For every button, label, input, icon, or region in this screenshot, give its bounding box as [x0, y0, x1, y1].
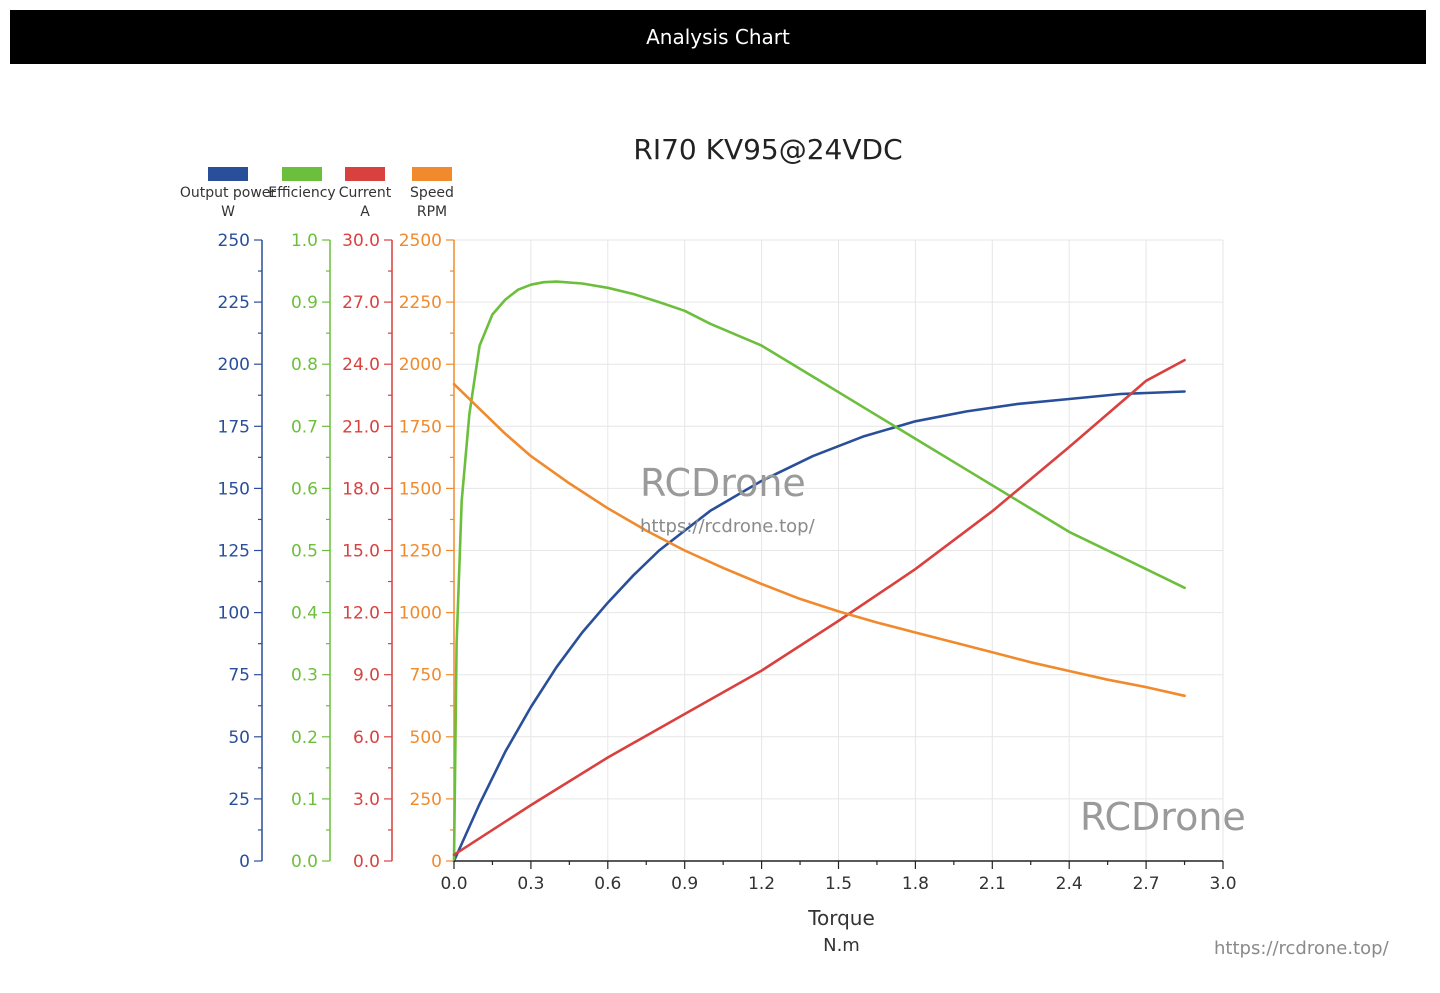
- speed-tick-label: 1250: [399, 542, 442, 562]
- efficiency-tick-label: 0.9: [291, 293, 318, 313]
- current-tick-label: 15.0: [342, 542, 380, 562]
- efficiency-legend-label: Efficiency: [268, 185, 335, 201]
- speed-tick-label: 750: [410, 666, 442, 686]
- speed-tick-label: 0: [431, 852, 442, 872]
- speed-tick-label: 1500: [399, 479, 442, 499]
- x-tick-label: 1.2: [748, 874, 775, 894]
- speed-legend-unit: RPM: [417, 204, 447, 220]
- power-legend-label: Output power: [180, 185, 277, 201]
- efficiency-tick-label: 0.7: [291, 417, 318, 437]
- power-series-line: [452, 390, 1186, 863]
- efficiency-series-line: [452, 280, 1186, 863]
- x-tick-label: 0.3: [517, 874, 544, 894]
- current-tick-label: 0.0: [353, 852, 380, 872]
- power-tick-label: 175: [218, 417, 250, 437]
- current-tick-label: 12.0: [342, 604, 380, 624]
- power-tick-label: 125: [218, 542, 250, 562]
- series-group: [452, 280, 1186, 863]
- axes: 0 25 50 75 100 125 150 175 200 225 250 0.0 0.1 0.2 0.3…: [218, 231, 455, 872]
- current-tick-label: 9.0: [353, 666, 380, 686]
- current-tick-label: 21.0: [342, 417, 380, 437]
- current-tick-label: 6.0: [353, 728, 380, 748]
- speed-tick-label: 2000: [399, 355, 442, 375]
- speed-legend-swatch: [412, 167, 452, 181]
- current-series-line: [452, 358, 1186, 857]
- efficiency-tick-label: 0.1: [291, 790, 318, 810]
- x-tick-label: 1.5: [825, 874, 852, 894]
- efficiency-tick-label: 0.4: [291, 604, 318, 624]
- speed-legend-label: Speed: [410, 185, 454, 201]
- speed-tick-label: 1000: [399, 604, 442, 624]
- x-axis-label: Torque: [807, 906, 875, 930]
- efficiency-tick-label: 1.0: [291, 231, 318, 251]
- legend: Output power W Efficiency Current A Speed RPM: [180, 167, 454, 220]
- power-tick-label: 200: [218, 355, 250, 375]
- power-tick-label: 25: [228, 790, 250, 810]
- header-title: Analysis Chart: [646, 25, 790, 49]
- power-tick-label: 50: [228, 728, 250, 748]
- efficiency-tick-label: 0.8: [291, 355, 318, 375]
- speed-series-line: [452, 382, 1186, 698]
- speed-tick-label: 500: [410, 728, 442, 748]
- x-axis-unit: N.m: [823, 935, 860, 956]
- corner-watermark-url: https://rcdrone.top/: [1214, 938, 1390, 959]
- power-tick-label: 75: [228, 666, 250, 686]
- current-tick-label: 24.0: [342, 355, 380, 375]
- x-tick-label: 0.6: [594, 874, 621, 894]
- efficiency-tick-label: 0.0: [291, 852, 318, 872]
- speed-tick-label: 1750: [399, 417, 442, 437]
- efficiency-tick-label: 0.5: [291, 542, 318, 562]
- corner-watermark-logo: RCDrone: [1080, 795, 1246, 839]
- power-legend-unit: W: [221, 204, 235, 220]
- efficiency-tick-label: 0.2: [291, 728, 318, 748]
- current-tick-label: 27.0: [342, 293, 380, 313]
- efficiency-legend-swatch: [282, 167, 322, 181]
- x-tick-label: 3.0: [1209, 874, 1236, 894]
- x-tick-label: 1.8: [902, 874, 929, 894]
- current-tick-label: 18.0: [342, 479, 380, 499]
- speed-tick-label: 250: [410, 790, 442, 810]
- x-tick-label: 2.7: [1133, 874, 1160, 894]
- speed-tick-label: 2250: [399, 293, 442, 313]
- current-legend-unit: A: [360, 204, 370, 220]
- watermark-logo: RCDrone: [640, 461, 806, 505]
- power-tick-label: 0: [239, 852, 250, 872]
- current-tick-label: 30.0: [342, 231, 380, 251]
- current-legend-label: Current: [339, 185, 392, 201]
- efficiency-tick-label: 0.3: [291, 666, 318, 686]
- grid: [454, 239, 1224, 861]
- power-tick-label: 250: [218, 231, 250, 251]
- x-tick-label: 0.9: [671, 874, 698, 894]
- x-tick-label: 2.1: [979, 874, 1006, 894]
- efficiency-tick-label: 0.6: [291, 479, 318, 499]
- speed-tick-label: 2500: [399, 231, 442, 251]
- x-tick-label: 2.4: [1056, 874, 1083, 894]
- current-tick-label: 3.0: [353, 790, 380, 810]
- power-tick-label: 225: [218, 293, 250, 313]
- chart-title: RI70 KV95@24VDC: [633, 133, 902, 166]
- current-legend-swatch: [345, 167, 385, 181]
- x-axis: 0.0 0.3 0.6 0.9 1.2 1.5 1.8 2.1 2.4 2.7 3.0 Torque N…: [440, 860, 1237, 956]
- power-legend-swatch: [208, 167, 248, 181]
- watermark-url: https://rcdrone.top/: [640, 516, 816, 537]
- power-tick-label: 100: [218, 604, 250, 624]
- power-tick-label: 150: [218, 479, 250, 499]
- header-bar: Analysis Chart: [10, 10, 1426, 64]
- x-tick-label: 0.0: [440, 874, 467, 894]
